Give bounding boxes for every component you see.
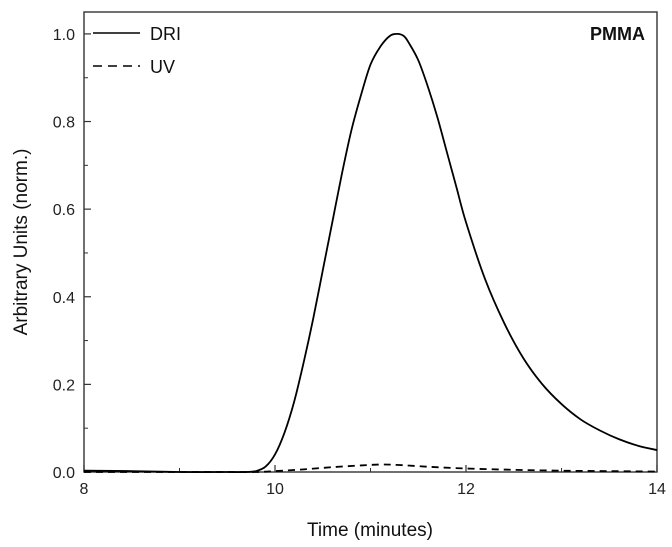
y-axis-title: Arbitrary Units (norm.): [11, 149, 32, 336]
legend: DRI UV: [93, 24, 181, 77]
series-line-uv: [84, 463, 658, 473]
y-tick-label: 0.2: [53, 377, 75, 394]
x-tick-label: 8: [80, 481, 89, 498]
plot-frame: [83, 11, 658, 473]
series-line-dri: [83, 33, 658, 473]
series-layer: [83, 33, 658, 473]
y-tick-label: 1.0: [53, 27, 75, 44]
x-axis-title: Time (minutes): [307, 520, 433, 541]
x-tick-label: 14: [648, 481, 666, 498]
y-tick-label: 0.4: [53, 290, 75, 307]
chart-annotation: PMMA: [590, 24, 645, 44]
y-tick-label: 0.0: [53, 465, 75, 482]
y-tick-label: 0.6: [53, 202, 75, 219]
x-tick-label: 12: [457, 481, 475, 498]
x-tick-label: 10: [266, 481, 284, 498]
y-tick-label: 0.8: [53, 115, 75, 132]
legend-label-dri: DRI: [150, 24, 181, 44]
legend-label-uv: UV: [150, 57, 175, 77]
